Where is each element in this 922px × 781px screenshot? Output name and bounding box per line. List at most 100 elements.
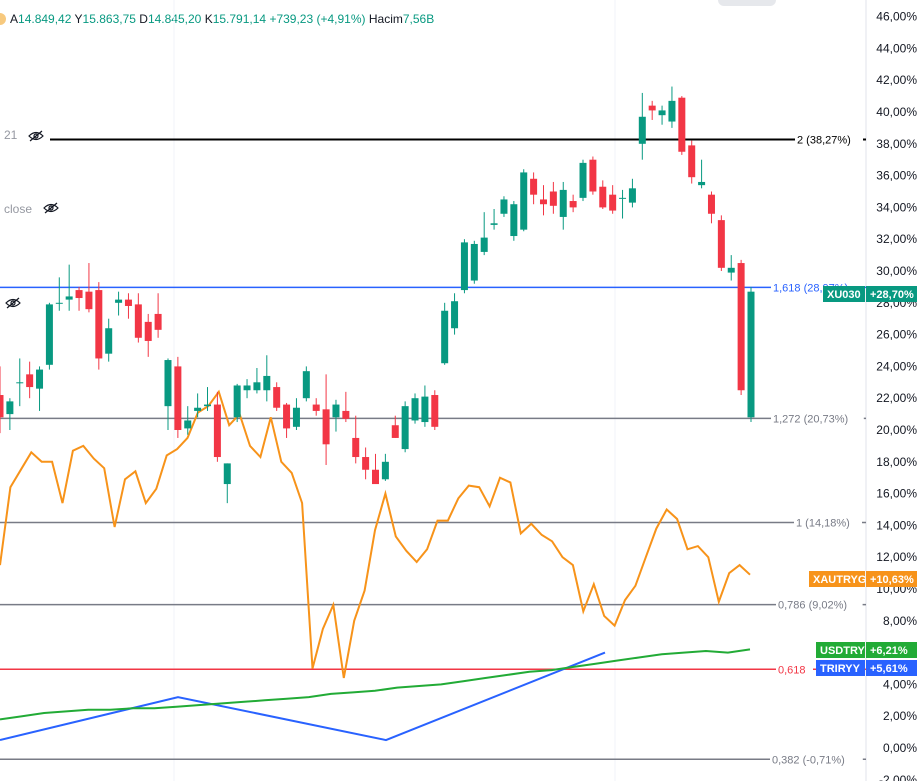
y-tick-label: 22,00% xyxy=(876,391,917,405)
candle-body xyxy=(283,404,291,429)
candle-body xyxy=(233,385,241,418)
candle-body xyxy=(619,197,627,199)
candle-body xyxy=(243,385,251,391)
candle-body xyxy=(530,178,538,195)
price-tag-xu030: XU030 +28,70% xyxy=(823,286,917,302)
fib-label-bg xyxy=(771,410,864,426)
candle-body xyxy=(65,296,73,300)
candle-body xyxy=(698,181,706,186)
fib-level-label: 1 (14,18%) xyxy=(796,518,850,530)
indicator-1-label[interactable]: 21 xyxy=(4,128,18,142)
hidden-eye-icon[interactable] xyxy=(43,202,59,214)
candle-body xyxy=(115,299,123,303)
candle-body xyxy=(312,404,320,411)
candle-body xyxy=(302,371,310,399)
candle-body xyxy=(549,191,557,206)
candle-body xyxy=(36,369,44,389)
candle-body xyxy=(559,189,567,217)
candle-body xyxy=(648,105,656,111)
fib-label-bg xyxy=(795,131,863,147)
candle-body xyxy=(678,97,686,152)
y-tick-label: 46,00% xyxy=(876,10,917,24)
low-value: 14.845,20 xyxy=(147,12,202,26)
candle-body xyxy=(451,301,459,329)
price-tag-xautryg: XAUTRYG +10,63% xyxy=(809,571,917,587)
candle-body xyxy=(164,360,172,407)
ohlc-legend: A14.849,42 Y15.863,75 D14.845,20 K15.791… xyxy=(0,12,434,26)
candle-body xyxy=(26,374,34,388)
y-tick-label: 40,00% xyxy=(876,105,917,119)
candle-body xyxy=(0,395,4,418)
indicator-2-label[interactable]: close xyxy=(4,202,33,216)
candle-body xyxy=(332,404,340,418)
y-tick-label: 42,00% xyxy=(876,73,917,87)
price-tag-value: +10,63% xyxy=(870,574,914,586)
candle-body xyxy=(707,194,715,214)
fib-level-label: 1,272 (20,73%) xyxy=(773,413,848,425)
candle-body xyxy=(421,396,429,423)
candle-body xyxy=(727,267,735,273)
price-tag-name-bg xyxy=(816,642,865,658)
price-tag-name-bg xyxy=(816,660,865,676)
close-key: K xyxy=(204,12,213,26)
candle-body xyxy=(609,194,617,211)
fib-level-label: 2 (38,27%) xyxy=(797,135,851,147)
candle-body xyxy=(381,461,389,480)
price-tag-name: XU030 xyxy=(827,289,861,301)
candle-body xyxy=(223,463,231,485)
candle-body xyxy=(470,243,478,281)
candle-body xyxy=(342,410,350,419)
candle-body xyxy=(6,401,14,415)
price-tag-name: TRIRYY xyxy=(820,663,861,675)
candle-body xyxy=(539,199,547,205)
candles xyxy=(0,86,755,504)
y-tick-label: -2,00% xyxy=(879,773,917,781)
price-tag-usdtry: USDTRY +6,21% xyxy=(816,642,917,658)
candle-body xyxy=(55,302,63,304)
candle-body xyxy=(253,382,261,391)
candle-body xyxy=(292,407,300,427)
price-tag-value-bg xyxy=(866,571,917,587)
candle-body xyxy=(213,404,221,458)
candle-body xyxy=(747,291,755,418)
price-tag-name: USDTRY xyxy=(820,645,865,657)
hidden-eye-icon[interactable] xyxy=(5,297,21,309)
price-tag-name-bg xyxy=(809,571,865,587)
fib-label-bg xyxy=(794,514,862,530)
fib-label-bg xyxy=(776,661,813,677)
candle-body xyxy=(16,382,24,384)
y-tick-label: 16,00% xyxy=(876,487,917,501)
high-key: Y xyxy=(74,12,83,26)
candle-body xyxy=(184,420,192,429)
xautryg-line xyxy=(0,389,751,679)
price-tag-name-bg xyxy=(823,286,865,302)
candle-body xyxy=(352,437,360,458)
y-tick-label: 36,00% xyxy=(876,169,917,183)
candle-body xyxy=(134,304,142,338)
y-tick-label: 2,00% xyxy=(883,709,917,723)
candle-body xyxy=(431,395,439,427)
candle-body xyxy=(599,186,607,208)
candle-body xyxy=(717,220,725,268)
volume-value: 7,56B xyxy=(402,12,435,26)
open-value: 14.849,42 xyxy=(18,12,72,26)
fib-label-bg xyxy=(770,751,863,767)
candle-body xyxy=(372,469,379,485)
hidden-eye-icon[interactable] xyxy=(28,130,44,142)
fib-label-bg xyxy=(776,596,863,612)
candle-body xyxy=(401,406,409,450)
candle-body xyxy=(194,407,202,411)
candle-body xyxy=(174,366,182,430)
y-tick-label: 14,00% xyxy=(876,518,917,532)
close-value: 15.791,14 xyxy=(212,12,267,26)
high-value: 15.863,75 xyxy=(82,12,136,26)
candle-body xyxy=(480,237,488,252)
top-toolbar-handle[interactable] xyxy=(718,0,776,6)
candle-body xyxy=(441,310,449,364)
usdtry-line xyxy=(0,648,751,721)
price-tag-value: +28,70% xyxy=(870,289,914,301)
y-tick-label: 38,00% xyxy=(876,137,917,151)
fib-level-label: 0,786 (9,02%) xyxy=(778,600,847,612)
change-value: +739,23 (+4,91%) xyxy=(269,12,366,26)
